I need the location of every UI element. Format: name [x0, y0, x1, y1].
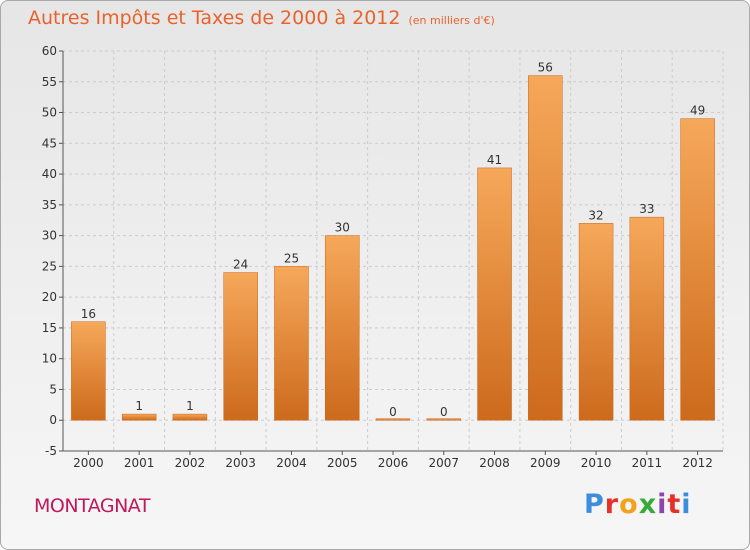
x-tick-label: 2006: [378, 456, 409, 470]
x-tick-label: 2007: [428, 456, 459, 470]
y-tick-label: 50: [42, 106, 57, 120]
logo-letter: x: [638, 489, 658, 520]
y-tick-label: 60: [42, 44, 57, 58]
bar-2005: [324, 235, 360, 421]
logo-letter: i: [657, 489, 668, 520]
x-tick-label: 2003: [225, 456, 256, 470]
y-tick-label: 0: [49, 413, 57, 427]
x-tick-label: 2001: [124, 456, 155, 470]
bar-2002: [172, 413, 208, 421]
chart-title: Autres Impôts et Taxes de 2000 à 2012 (en…: [28, 7, 495, 29]
x-tick-label: 2012: [682, 456, 713, 470]
chart-subtitle: (en milliers d'€): [408, 14, 495, 27]
data-label-2005: 30: [335, 221, 350, 235]
logo-letter: o: [619, 489, 639, 520]
bar-2001: [121, 413, 157, 421]
x-tick-label: 2000: [73, 456, 104, 470]
y-tick-label: 30: [42, 229, 57, 243]
data-label-2010: 32: [588, 208, 603, 222]
y-tick-label: 40: [42, 167, 57, 181]
x-tick-label: 2009: [530, 456, 561, 470]
logo-letter: r: [604, 489, 620, 520]
logo-letter: i: [681, 489, 692, 520]
x-tick-label: 2004: [276, 456, 307, 470]
x-tick-label: 2010: [581, 456, 612, 470]
logo-letter: t: [667, 489, 682, 520]
data-label-2007: 0: [440, 405, 448, 419]
y-tick-label: 20: [42, 290, 57, 304]
y-tick-label: 55: [42, 75, 57, 89]
data-label-2009: 56: [538, 61, 553, 75]
data-label-2011: 33: [639, 202, 654, 216]
y-tick-label: 25: [42, 259, 57, 273]
city-name: MONTAGNAT: [34, 495, 150, 517]
y-tick-label: -5: [45, 444, 57, 458]
bar-2012: [680, 118, 715, 421]
bar-2006: [375, 418, 411, 421]
data-label-2012: 49: [690, 104, 705, 118]
data-label-2003: 24: [233, 258, 248, 272]
data-labels: 16 1 1 24 25 30 0 0 41 56 32 33 49: [81, 61, 706, 420]
x-tick-label: 2002: [175, 456, 206, 470]
proxiti-logo[interactable]: Proxiti: [584, 489, 692, 520]
bar-2009: [528, 75, 563, 421]
y-tick-label: 10: [42, 352, 57, 366]
bar-2000: [71, 321, 106, 421]
bar-2011: [629, 216, 665, 421]
grid: [62, 50, 724, 452]
data-label-2000: 16: [81, 307, 96, 321]
bar-2010: [578, 223, 614, 421]
title-text: Autres Impôts et Taxes de 2000 à 2012: [28, 7, 401, 29]
bar-2008: [477, 167, 512, 421]
data-label-2006: 0: [389, 405, 397, 419]
x-tick-label: 2011: [632, 456, 663, 470]
bar-2004: [274, 266, 309, 421]
y-tick-label: 45: [42, 136, 57, 150]
y-tick-label: 35: [42, 198, 57, 212]
logo-letter: P: [584, 489, 605, 520]
data-label-2001: 1: [135, 399, 143, 413]
data-label-2002: 1: [186, 399, 194, 413]
bar-2003: [223, 272, 258, 421]
bar-2007: [426, 418, 462, 421]
y-tick-label: 5: [49, 382, 57, 396]
x-tick-label: 2008: [479, 456, 510, 470]
x-tick-label: 2005: [327, 456, 358, 470]
bars: [71, 75, 715, 421]
data-label-2004: 25: [284, 251, 299, 265]
data-label-2008: 41: [487, 153, 502, 167]
y-tick-label: 15: [42, 321, 57, 335]
